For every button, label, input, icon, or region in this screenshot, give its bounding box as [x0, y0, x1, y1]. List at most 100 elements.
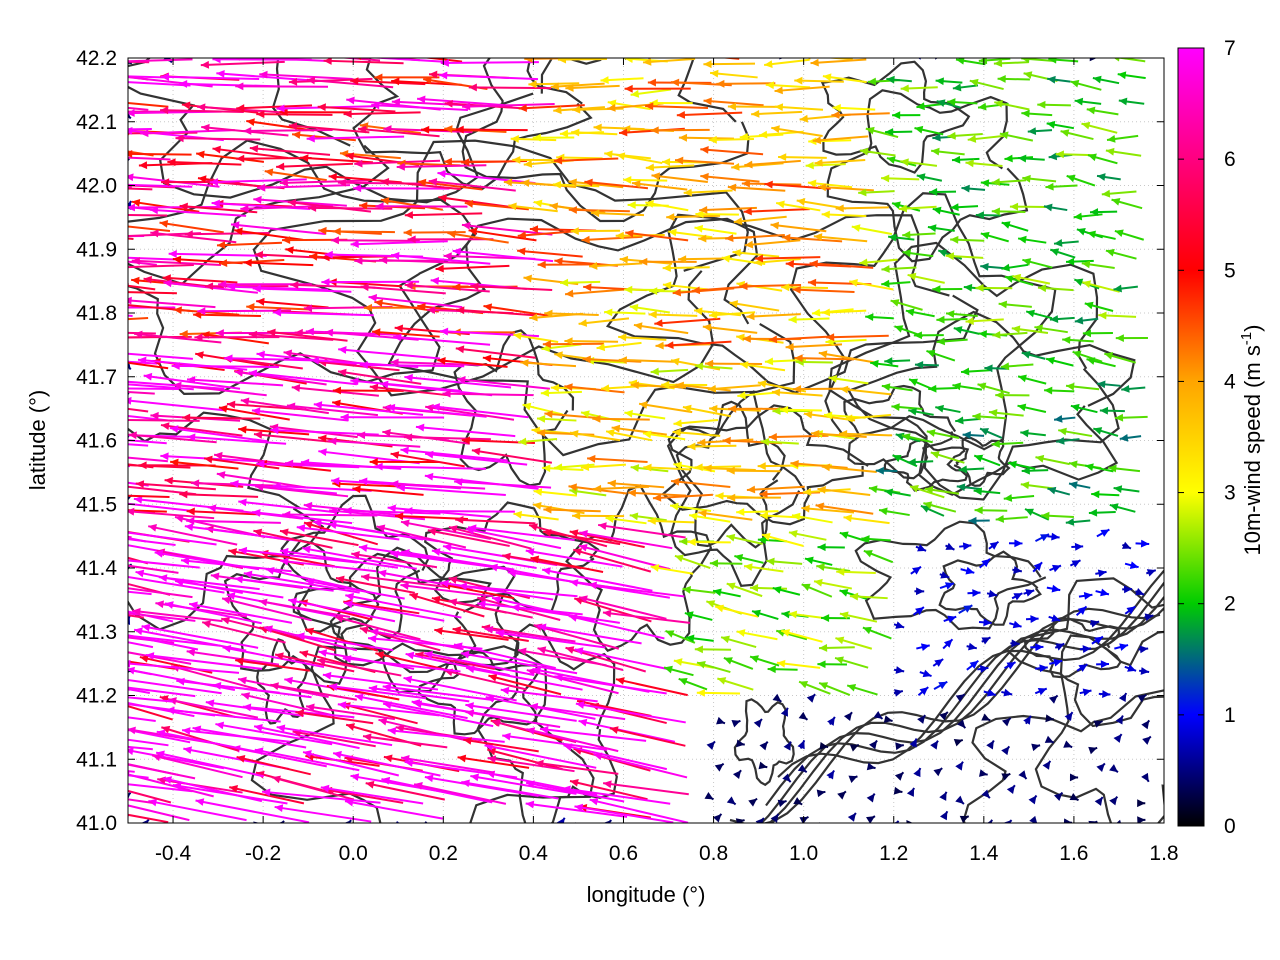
wind-vector-head — [431, 548, 441, 556]
wind-vector — [905, 308, 935, 318]
wind-vector — [932, 285, 963, 294]
wind-vector-shaft — [511, 605, 620, 624]
wind-vector — [569, 429, 621, 442]
wind-vector-head — [1094, 797, 1103, 806]
wind-vector — [733, 215, 787, 226]
wind-vector-head — [404, 211, 413, 219]
wind-vector — [775, 200, 821, 212]
wind-vector-head — [296, 524, 306, 532]
wind-vector-shaft — [575, 702, 686, 724]
wind-vector-head — [980, 231, 990, 240]
wind-vector-shaft — [465, 703, 577, 722]
wind-vector-head — [323, 58, 332, 65]
wind-vector — [669, 502, 712, 512]
wind-vector-head — [1045, 714, 1054, 723]
wind-vector-head — [350, 240, 359, 248]
wind-vector — [525, 780, 625, 803]
wind-vector-shaft — [128, 641, 154, 649]
wind-vector — [597, 522, 686, 539]
wind-vector-head — [169, 425, 179, 433]
wind-vector-head — [815, 502, 825, 511]
wind-vector-head — [862, 626, 872, 635]
wind-vector-head — [380, 197, 390, 205]
wind-vector — [993, 59, 1029, 68]
wind-vector-head — [1121, 385, 1130, 393]
wind-vector-head — [128, 747, 134, 756]
wind-vector-head — [317, 103, 326, 112]
wind-vector-head — [797, 740, 805, 750]
wind-vector — [525, 548, 623, 568]
wind-vector-head — [618, 333, 627, 342]
wind-vector — [605, 515, 647, 525]
wind-vector-head — [204, 455, 213, 464]
wind-vector — [1045, 714, 1055, 723]
wind-vector — [303, 521, 379, 546]
wind-vector-shaft — [403, 676, 517, 702]
wind-vector-head — [713, 813, 722, 823]
wind-vector-head — [998, 300, 1008, 309]
wind-vector-head — [744, 240, 754, 249]
wind-vector — [593, 484, 650, 493]
wind-vector-head — [508, 826, 516, 834]
wind-vector-head — [839, 611, 849, 620]
wind-vector-head — [90, 143, 99, 151]
wind-vector-shaft — [128, 256, 175, 261]
wind-vector-shaft — [801, 507, 855, 514]
wind-vector-shaft — [484, 744, 597, 769]
wind-vector-head — [1101, 189, 1111, 198]
wind-vector-head — [322, 671, 332, 680]
wind-vector-head — [182, 413, 191, 422]
wind-vector — [431, 548, 537, 569]
wind-vector-head — [525, 548, 535, 556]
wind-vector-head — [128, 431, 137, 440]
wind-vector — [258, 598, 351, 618]
wind-vector — [253, 724, 360, 750]
wind-vector-head — [525, 800, 535, 809]
wind-vector-head — [321, 278, 330, 287]
wind-vector-head — [805, 161, 814, 170]
wind-vector — [1090, 619, 1100, 628]
wind-vector-head — [359, 477, 368, 486]
wind-vector-head — [292, 50, 300, 58]
wind-vector — [707, 384, 761, 393]
wind-vector — [172, 782, 288, 805]
wind-vector — [405, 651, 510, 677]
wind-vector — [234, 227, 304, 241]
wind-vector-head — [132, 607, 141, 616]
wind-vector — [952, 83, 979, 92]
wind-vector-head — [1091, 490, 1100, 499]
wind-vector — [521, 179, 576, 189]
wind-vector-head — [279, 178, 288, 187]
wind-vector — [1114, 229, 1145, 241]
wind-vector-head — [461, 436, 470, 445]
wind-vector-shaft — [300, 461, 402, 470]
wind-vector-head — [726, 796, 736, 805]
wind-vector-head — [275, 652, 284, 661]
wind-vector-head — [768, 335, 778, 344]
wind-vector — [1037, 284, 1074, 293]
wind-vector-head — [425, 450, 434, 459]
wind-vector-head — [417, 178, 427, 187]
wind-vector-head — [228, 548, 237, 556]
wind-vector-shaft — [468, 86, 552, 90]
wind-vector-shaft — [938, 54, 942, 55]
wind-vector — [819, 742, 829, 750]
wind-vector-head — [526, 824, 535, 831]
wind-vector — [673, 419, 719, 428]
wind-vector-head — [358, 544, 368, 552]
wind-vector-shaft — [338, 348, 441, 360]
wind-vector-shaft — [128, 688, 151, 694]
wind-vector-head — [1137, 816, 1146, 823]
wind-vector-head — [1054, 415, 1063, 423]
wind-vector — [1091, 635, 1104, 645]
wind-vector — [461, 779, 559, 800]
wind-vector — [1053, 239, 1079, 247]
wind-vector-shaft — [128, 443, 149, 447]
contour-line — [292, 552, 493, 667]
wind-vector — [772, 586, 801, 596]
wind-vector-shaft — [521, 181, 576, 189]
wind-vector-head — [542, 567, 551, 575]
wind-vector — [454, 478, 552, 489]
wind-vector-head — [111, 264, 119, 272]
wind-vector-head — [306, 703, 315, 712]
